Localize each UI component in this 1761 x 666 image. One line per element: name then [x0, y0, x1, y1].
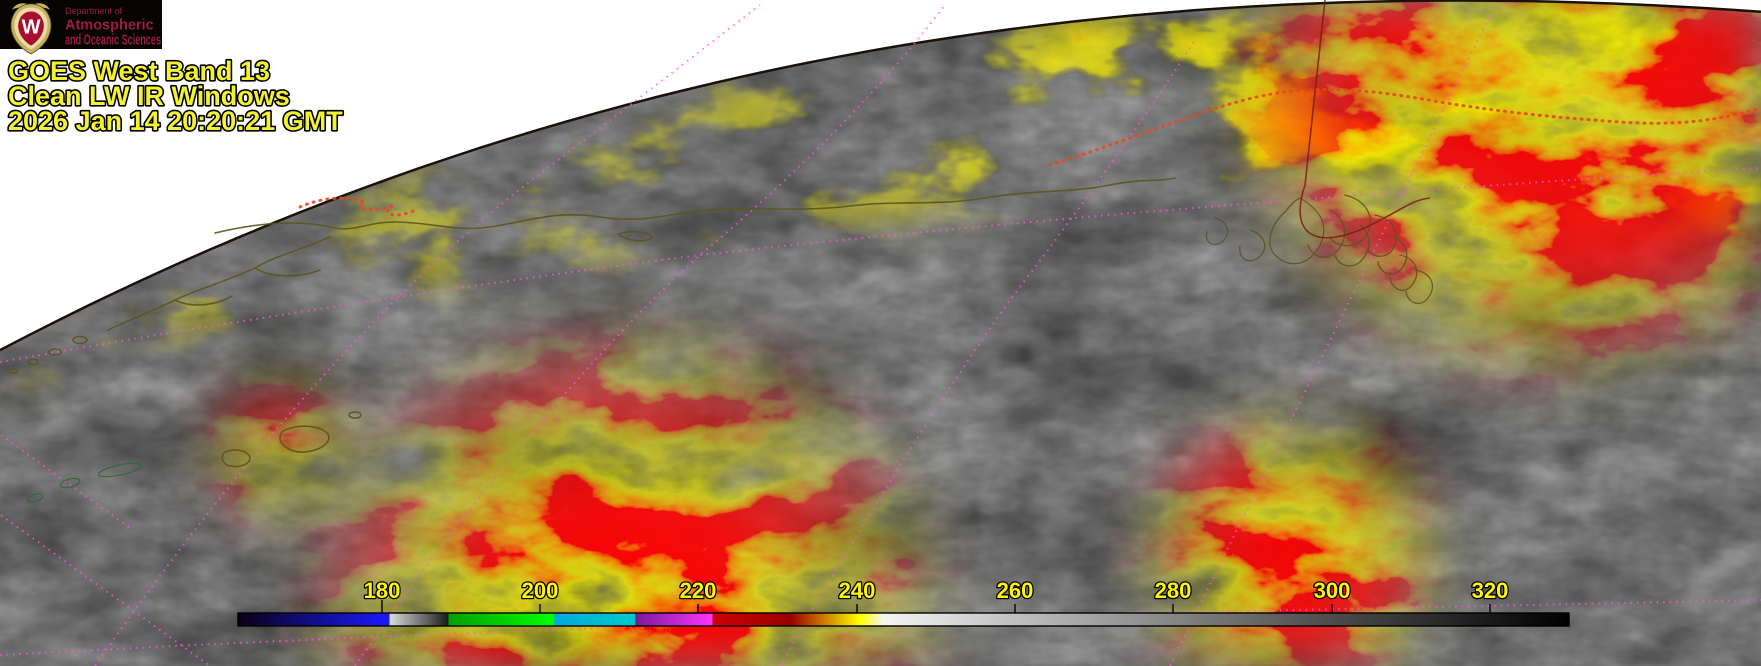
svg-text:Department of: Department of [65, 6, 123, 16]
svg-text:2026 Jan 14 20:20:21 GMT: 2026 Jan 14 20:20:21 GMT [8, 106, 343, 136]
svg-text:320: 320 [1472, 578, 1509, 603]
svg-text:W: W [22, 17, 41, 39]
svg-text:180: 180 [364, 578, 401, 603]
svg-text:240: 240 [839, 578, 876, 603]
svg-text:200: 200 [522, 578, 559, 603]
svg-text:Atmospheric: Atmospheric [65, 18, 154, 34]
svg-text:300: 300 [1314, 578, 1351, 603]
svg-text:280: 280 [1155, 578, 1192, 603]
svg-text:220: 220 [680, 578, 717, 603]
svg-text:and Oceanic Sciences: and Oceanic Sciences [65, 33, 161, 49]
svg-text:260: 260 [997, 578, 1034, 603]
